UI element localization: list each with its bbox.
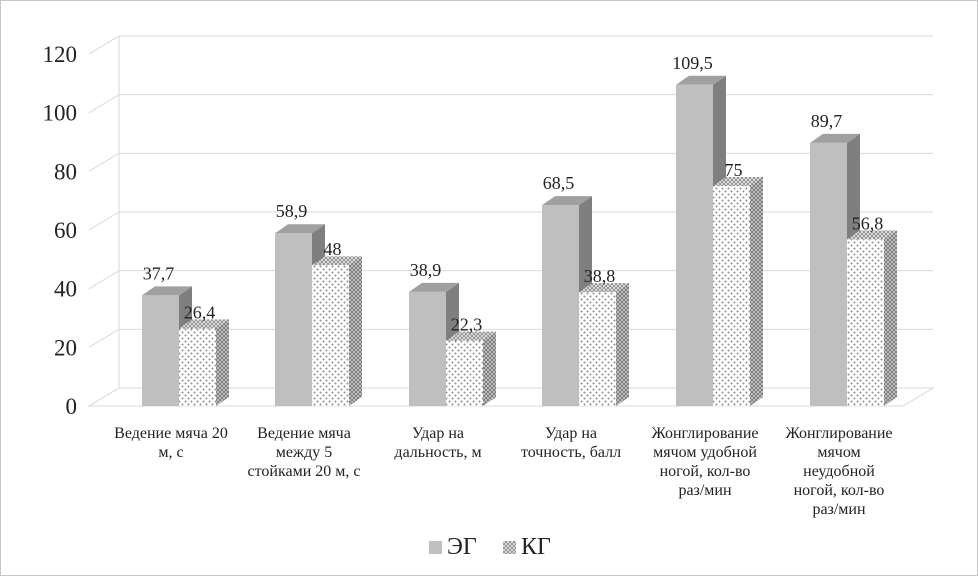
bar-side — [349, 256, 362, 406]
x-category-label: Удар на — [412, 425, 464, 442]
x-category-label: неудобной — [803, 463, 875, 480]
data-label-eg: 38,9 — [410, 260, 442, 280]
bar-front — [713, 186, 750, 406]
y-tick-label: 40 — [54, 277, 77, 302]
x-category-label: между 5 — [276, 444, 332, 461]
bar-top — [713, 177, 763, 186]
x-category-label: точность, балл — [521, 444, 621, 461]
bar-top — [676, 75, 726, 85]
gridline-depth — [88, 387, 120, 407]
data-label-kg: 48 — [324, 239, 342, 259]
bar-top — [446, 331, 496, 341]
x-category-label: ногой, кол-во — [794, 482, 885, 499]
x-category-label: Удар на — [545, 425, 597, 442]
bar-front — [579, 292, 616, 406]
bar-kg — [579, 283, 629, 406]
data-label-eg: 58,9 — [276, 201, 308, 221]
bar-front — [810, 142, 847, 406]
bar-front — [409, 291, 446, 406]
gridline-depth — [88, 270, 120, 290]
gridline-depth — [88, 94, 120, 114]
legend: ЭГ КГ — [429, 534, 551, 560]
legend-swatch-kg — [503, 541, 516, 554]
x-category-label: Жонглирование — [785, 425, 892, 442]
bar-side — [616, 283, 629, 406]
x-category-label: м, с — [158, 444, 183, 461]
bar-kg — [179, 319, 229, 406]
bar-top — [542, 196, 592, 206]
bar-top — [312, 256, 362, 266]
x-category-label: Ведение мяча — [257, 425, 351, 442]
x-category-label: дальность, м — [394, 444, 481, 461]
bar-top — [179, 319, 229, 329]
x-category-label: мячом удобной — [653, 444, 757, 461]
x-category-label: ногой, кол-во — [660, 463, 751, 480]
bar-kg — [312, 256, 362, 406]
legend-label-eg: ЭГ — [447, 534, 477, 560]
bar-kg — [847, 230, 897, 406]
x-category-label: раз/мин — [812, 501, 866, 518]
bar-top — [810, 133, 860, 143]
bar-front — [446, 340, 483, 406]
gridline-depth — [88, 328, 120, 348]
y-tick-label: 60 — [54, 218, 77, 243]
bar-top — [409, 282, 459, 292]
gridline-depth — [88, 211, 120, 231]
legend-label-kg: КГ — [521, 534, 551, 560]
data-label-kg: 56,8 — [852, 213, 884, 233]
data-label-kg: 75 — [725, 160, 743, 180]
bar-front — [312, 265, 349, 406]
bar-side — [216, 319, 229, 406]
bar-side — [884, 230, 897, 406]
y-tick-label: 80 — [54, 159, 77, 184]
x-category-label: стойками 20 м, с — [248, 463, 361, 480]
data-label-eg: 37,7 — [143, 263, 175, 283]
bar-top — [847, 230, 897, 240]
bar-kg — [713, 177, 763, 406]
bar-front — [142, 295, 179, 406]
data-label-kg: 38,8 — [584, 266, 616, 286]
bar-front — [676, 84, 713, 407]
bar-side — [750, 177, 763, 406]
gridline-depth — [88, 152, 120, 172]
x-category-label: Ведение мяча 20 — [114, 425, 228, 442]
bar-front — [542, 205, 579, 406]
bar-top — [275, 224, 325, 234]
y-tick-label: 100 — [43, 101, 78, 126]
x-category-label: Жонглирование — [651, 425, 758, 442]
x-category-label: мячом — [817, 444, 860, 461]
bar-eg — [542, 196, 592, 406]
data-label-eg: 89,7 — [811, 111, 843, 131]
data-label-eg: 68,5 — [543, 173, 575, 193]
bar-top — [142, 286, 192, 296]
data-label-kg: 26,4 — [184, 303, 216, 323]
x-category-label: раз/мин — [678, 482, 732, 499]
bar-front — [847, 239, 884, 406]
bar-front — [275, 233, 312, 406]
gridline-depth — [88, 35, 120, 55]
y-tick-label: 0 — [66, 394, 78, 419]
data-label-eg: 109,5 — [672, 53, 713, 73]
y-tick-label: 120 — [43, 42, 78, 67]
bar-kg — [446, 331, 496, 406]
bar-top — [579, 283, 629, 293]
bar-side — [483, 331, 496, 406]
y-tick-label: 20 — [54, 335, 77, 360]
bar-front — [179, 328, 216, 406]
legend-swatch-eg — [429, 541, 442, 554]
data-label-kg: 22,3 — [451, 315, 483, 335]
